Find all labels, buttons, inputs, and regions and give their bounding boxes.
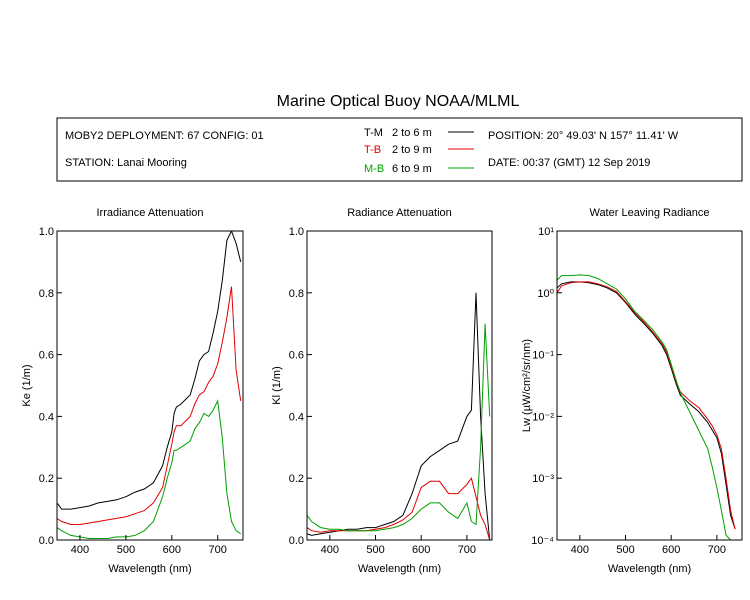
position-text: POSITION: 20° 49.03' N 157° 11.41' W xyxy=(488,130,679,142)
chart-1-ytick-2: 0.4 xyxy=(39,411,54,423)
chart-3-plot-frame xyxy=(556,230,743,541)
chart-3-xtick-700: 700 xyxy=(708,544,726,556)
legend-entry-t-m: T-M 2 to 6 m xyxy=(364,127,474,139)
chart-1-xtick-500: 500 xyxy=(117,544,135,556)
chart-3-series-t-m xyxy=(557,281,736,530)
chart-2-xtick-600: 600 xyxy=(412,544,430,556)
chart-3-series-m-b xyxy=(557,274,736,540)
chart-1-series-m-b xyxy=(57,399,241,539)
legend-code-t-b: T-B xyxy=(364,144,381,156)
chart-2: Radiance Attenuation 400 500 600 700 0.0 0.2 0.… xyxy=(271,207,493,575)
chart-2-ytick-4: 0.8 xyxy=(289,288,304,300)
chart-3-xtick-500: 500 xyxy=(616,544,634,556)
chart-2-xtick-400: 400 xyxy=(321,544,339,556)
chart-1-xlabel: Wavelength (nm) xyxy=(108,563,191,575)
chart-1-ytick-5: 1.0 xyxy=(39,226,54,238)
chart-3-ytick-3: 10⁻¹ xyxy=(532,350,554,362)
chart-1-title: Irradiance Attenuation xyxy=(96,207,203,219)
chart-3: Water Leaving Radiance 400 500 600 700 10⁻⁴ 10… xyxy=(521,207,743,575)
chart-2-series-t-m xyxy=(307,292,491,540)
legend-range-t-m: 2 to 6 m xyxy=(392,127,432,139)
chart-1-series-t-m xyxy=(57,231,242,510)
chart-1-ylabel: Ke (1/m) xyxy=(21,364,33,406)
chart-2-ytick-1: 0.2 xyxy=(289,473,304,485)
chart-3-ytick-1: 10⁻³ xyxy=(532,473,554,485)
chart-1: Irradiance Attenuation 400 500 600 700 0.0 0.2… xyxy=(21,207,244,575)
chart-3-ylabel: Lw (µW/cm²/sr/nm) xyxy=(521,339,533,432)
chart-3-xlabel: Wavelength (nm) xyxy=(608,563,691,575)
chart-2-xtick-700: 700 xyxy=(458,544,476,556)
chart-2-xlabel: Wavelength (nm) xyxy=(358,563,441,575)
chart-2-series-t-b xyxy=(307,477,491,540)
chart-1-xtick-600: 600 xyxy=(163,544,181,556)
chart-1-ytick-1: 0.2 xyxy=(39,473,54,485)
chart-3-ytick-5: 10¹ xyxy=(538,226,554,238)
legend-code-m-b: M-B xyxy=(364,163,384,175)
chart-3-ytick-0: 10⁻⁴ xyxy=(531,535,554,547)
chart-3-ytick-2: 10⁻² xyxy=(532,411,554,423)
chart-2-title: Radiance Attenuation xyxy=(347,207,452,219)
chart-2-ytick-5: 1.0 xyxy=(289,226,304,238)
legend-entry-t-b: T-B 2 to 9 m xyxy=(364,144,474,156)
chart-3-series-t-b xyxy=(557,281,736,530)
chart-2-series-m-b xyxy=(307,323,491,532)
legend-range-t-b: 2 to 9 m xyxy=(392,144,432,156)
chart-3-ytick-4: 10⁰ xyxy=(537,288,554,300)
station-text: STATION: Lanai Mooring xyxy=(65,157,187,169)
chart-1-plot-frame xyxy=(56,230,244,541)
chart-2-ytick-3: 0.6 xyxy=(289,350,304,362)
chart-1-xtick-700: 700 xyxy=(209,544,227,556)
legend-entry-m-b: M-B 6 to 9 m xyxy=(364,163,474,175)
chart-2-xtick-500: 500 xyxy=(366,544,384,556)
legend-code-t-m: T-M xyxy=(364,127,383,139)
chart-1-ytick-4: 0.8 xyxy=(39,288,54,300)
chart-2-plot-frame xyxy=(306,230,493,541)
legend-range-m-b: 6 to 9 m xyxy=(392,163,432,175)
deployment-text: MOBY2 DEPLOYMENT: 67 CONFIG: 01 xyxy=(65,130,264,142)
chart-1-ytick-3: 0.6 xyxy=(39,350,54,362)
chart-1-xtick-400: 400 xyxy=(71,544,89,556)
chart-2-ytick-2: 0.4 xyxy=(289,411,304,423)
chart-1-ytick-0: 0.0 xyxy=(39,535,54,547)
chart-2-ytick-0: 0.0 xyxy=(289,535,304,547)
chart-1-series-t-b xyxy=(57,286,242,525)
info-box xyxy=(56,117,743,182)
legend: T-M 2 to 6 m T-B 2 to 9 m M-B 6 to 9 m xyxy=(364,127,474,175)
figure-title: Marine Optical Buoy NOAA/MLML xyxy=(277,93,520,110)
chart-2-ylabel: Kl (1/m) xyxy=(271,366,283,405)
chart-3-title: Water Leaving Radiance xyxy=(589,207,709,219)
date-text: DATE: 00:37 (GMT) 12 Sep 2019 xyxy=(488,157,650,169)
chart-3-xtick-400: 400 xyxy=(571,544,589,556)
chart-3-xtick-600: 600 xyxy=(662,544,680,556)
